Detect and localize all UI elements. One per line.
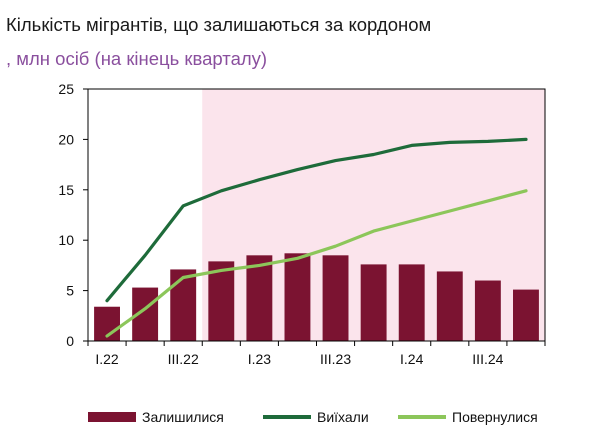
- bar-I.24: [398, 264, 425, 341]
- legend-swatch-line1: [263, 415, 311, 419]
- bar-IV.24: [513, 289, 539, 341]
- bar-III.23: [322, 255, 349, 341]
- y-tick-label: 0: [66, 333, 74, 349]
- legend-item-bar: Залишилися: [88, 409, 224, 425]
- x-tick-label: III.24: [472, 351, 503, 367]
- legend-swatch-bar: [88, 412, 136, 422]
- chart-plot: 0 5 10 15 20 25 I.22 III.22 I.23 III.23 I.24 III.24: [58, 81, 546, 367]
- legend-label-line1: Виїхали: [317, 409, 369, 425]
- line-series-2: [105, 189, 528, 338]
- y-tick-label: 10: [58, 232, 74, 248]
- legend-item-line2: Повернулися: [398, 409, 538, 425]
- x-tick-label: I.22: [95, 351, 119, 367]
- bar-III.24: [474, 280, 501, 341]
- x-tick-label: III.22: [168, 351, 199, 367]
- chart-title: Кількість мігрантів, що залишаються за к…: [6, 14, 432, 35]
- chart-subtitle: , млн осіб (на кінець кварталу): [6, 48, 268, 69]
- legend-label-line2: Повернулися: [452, 409, 538, 425]
- bar-III.22: [170, 269, 197, 341]
- bar-IV.23: [360, 264, 387, 341]
- x-tick-label: I.23: [248, 351, 272, 367]
- line-series-1: [105, 137, 528, 303]
- bar-I.23: [246, 255, 273, 341]
- y-tick-label: 20: [58, 131, 74, 147]
- bar-II.23: [284, 253, 311, 341]
- bar-II.24: [436, 271, 463, 341]
- legend-label-bar: Залишилися: [142, 409, 224, 425]
- chart-legend: Залишилися Виїхали Повернулися: [0, 409, 599, 435]
- legend-item-line1: Виїхали: [263, 409, 369, 425]
- y-tick-label: 15: [58, 182, 74, 198]
- x-tick-label: III.23: [320, 351, 351, 367]
- y-tick-label: 25: [58, 81, 74, 97]
- bar-IV.22: [208, 261, 235, 341]
- legend-swatch-line2: [398, 415, 446, 419]
- y-tick-label: 5: [66, 283, 74, 299]
- x-tick-label: I.24: [400, 351, 424, 367]
